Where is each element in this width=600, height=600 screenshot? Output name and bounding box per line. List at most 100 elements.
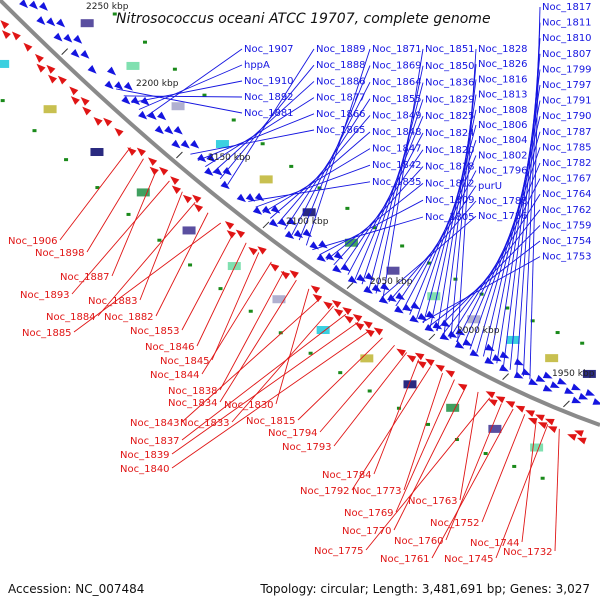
forward-gene-label: Noc_1818 bbox=[425, 162, 475, 173]
kbp-tick-label: 2200 kbp bbox=[136, 79, 179, 89]
forward-gene-arrow bbox=[87, 64, 97, 74]
reverse-gene-arrow bbox=[46, 64, 56, 74]
reverse-label-connector bbox=[86, 158, 144, 253]
forward-gene-arrow bbox=[130, 96, 141, 106]
forward-gene-label: Noc_1886 bbox=[316, 76, 366, 87]
forward-gene-arrow bbox=[316, 253, 326, 262]
forward-gene-label: Noc_1812 bbox=[425, 178, 475, 189]
kbp-tick-label: 1950 kbp bbox=[552, 369, 595, 379]
reverse-gene-arrow bbox=[323, 301, 333, 310]
reverse-label-connector bbox=[481, 414, 526, 523]
tick-mark bbox=[61, 48, 69, 55]
tick-mark bbox=[563, 400, 570, 408]
reverse-label-connector bbox=[219, 279, 297, 403]
forward-gene-arrow bbox=[432, 321, 443, 330]
reverse-gene-arrow bbox=[342, 307, 352, 316]
forward-gene-arrow bbox=[261, 205, 272, 215]
reverse-gene-arrow bbox=[567, 434, 577, 441]
forward-gene-arrow bbox=[542, 384, 553, 392]
marker-tick bbox=[260, 142, 265, 146]
reverse-gene-label: Noc_1830 bbox=[224, 400, 274, 411]
reverse-label-connector bbox=[319, 344, 395, 433]
reverse-gene-label: Noc_1770 bbox=[342, 526, 392, 537]
forward-label-connector bbox=[361, 99, 424, 285]
forward-gene-label: Noc_1836 bbox=[425, 78, 475, 89]
forward-gene-arrow bbox=[439, 332, 450, 341]
reverse-gene-arrow bbox=[505, 400, 516, 409]
marker-tick bbox=[157, 238, 162, 242]
reverse-label-connector bbox=[297, 337, 383, 421]
reverse-label-connector bbox=[71, 180, 170, 295]
reverse-gene-label: Noc_1845 bbox=[160, 356, 210, 367]
forward-gene-label: Noc_1788 bbox=[478, 196, 528, 207]
gc-content-block bbox=[259, 175, 273, 184]
forward-label-connector bbox=[375, 65, 424, 294]
reverse-label-connector bbox=[211, 252, 260, 361]
forward-gene-arrow bbox=[106, 66, 117, 76]
reverse-gene-label: Noc_1893 bbox=[20, 290, 70, 301]
reverse-gene-label: Noc_1887 bbox=[60, 272, 110, 283]
forward-gene-arrow bbox=[409, 314, 419, 323]
forward-label-connector bbox=[248, 181, 371, 202]
reverse-gene-arrow bbox=[544, 418, 555, 426]
reverse-gene-arrow bbox=[127, 147, 137, 156]
forward-label-connector bbox=[123, 95, 243, 98]
reverse-label-connector bbox=[445, 403, 502, 541]
reverse-gene-arrow bbox=[435, 364, 445, 372]
reverse-gene-label: Noc_1882 bbox=[104, 312, 154, 323]
reverse-label-connector bbox=[196, 242, 247, 347]
marker-tick bbox=[32, 129, 37, 133]
reverse-gene-arrow bbox=[70, 96, 80, 105]
marker-tick bbox=[172, 67, 177, 71]
forward-gene-arrow bbox=[154, 125, 164, 135]
forward-gene-arrow bbox=[277, 217, 288, 227]
reverse-gene-arrow bbox=[269, 263, 280, 272]
reverse-gene-arrow bbox=[535, 414, 545, 422]
reverse-label-connector bbox=[495, 424, 549, 559]
forward-gene-arrow bbox=[469, 349, 480, 357]
gc-content-block bbox=[582, 369, 596, 378]
reverse-gene-arrow bbox=[57, 75, 67, 85]
forward-gene-label: Noc_1869 bbox=[372, 61, 422, 72]
reverse-gene-arrow bbox=[69, 86, 79, 96]
tick-mark bbox=[428, 333, 436, 341]
forward-gene-arrow bbox=[190, 139, 200, 149]
forward-gene-arrow bbox=[63, 33, 73, 43]
marker-tick bbox=[367, 389, 372, 393]
forward-label-connector bbox=[319, 199, 424, 256]
reverse-label-connector bbox=[181, 313, 347, 441]
forward-gene-label: Noc_1782 bbox=[542, 158, 592, 169]
gc-content-block bbox=[427, 292, 441, 301]
marker-tick bbox=[396, 406, 401, 410]
forward-gene-label: Noc_1865 bbox=[316, 125, 366, 136]
reverse-gene-arrow bbox=[406, 354, 417, 363]
forward-gene-label: Noc_1764 bbox=[542, 189, 592, 200]
forward-gene-label: Noc_1847 bbox=[372, 144, 422, 155]
gc-content-block bbox=[530, 443, 544, 452]
gc-content-block bbox=[272, 295, 286, 304]
reverse-gene-arrow bbox=[363, 320, 373, 329]
reverse-gene-label: Noc_1775 bbox=[314, 546, 364, 557]
marker-tick bbox=[126, 212, 131, 216]
reverse-gene-arrow bbox=[170, 176, 180, 185]
forward-gene-arrow bbox=[549, 381, 560, 389]
marker-tick bbox=[95, 186, 100, 190]
reverse-label-connector bbox=[111, 169, 157, 277]
reverse-label-connector bbox=[395, 379, 455, 513]
forward-gene-label: Noc_1799 bbox=[542, 64, 592, 75]
forward-gene-arrow bbox=[36, 16, 46, 25]
forward-label-connector bbox=[131, 80, 243, 104]
forward-gene-label: Noc_1881 bbox=[244, 108, 294, 119]
marker-tick bbox=[278, 331, 283, 335]
forward-label-connector bbox=[489, 100, 541, 361]
marker-tick bbox=[580, 341, 585, 345]
forward-gene-arrow bbox=[204, 167, 214, 176]
reverse-gene-arrow bbox=[485, 391, 496, 399]
forward-gene-arrow bbox=[236, 193, 246, 203]
forward-gene-arrow bbox=[138, 110, 148, 120]
forward-gene-label: Noc_1805 bbox=[425, 212, 475, 223]
gc-content-block bbox=[446, 403, 460, 412]
gc-content-block bbox=[0, 59, 10, 68]
reverse-gene-label: Noc_1885 bbox=[22, 328, 72, 339]
gc-content-block bbox=[302, 208, 316, 217]
